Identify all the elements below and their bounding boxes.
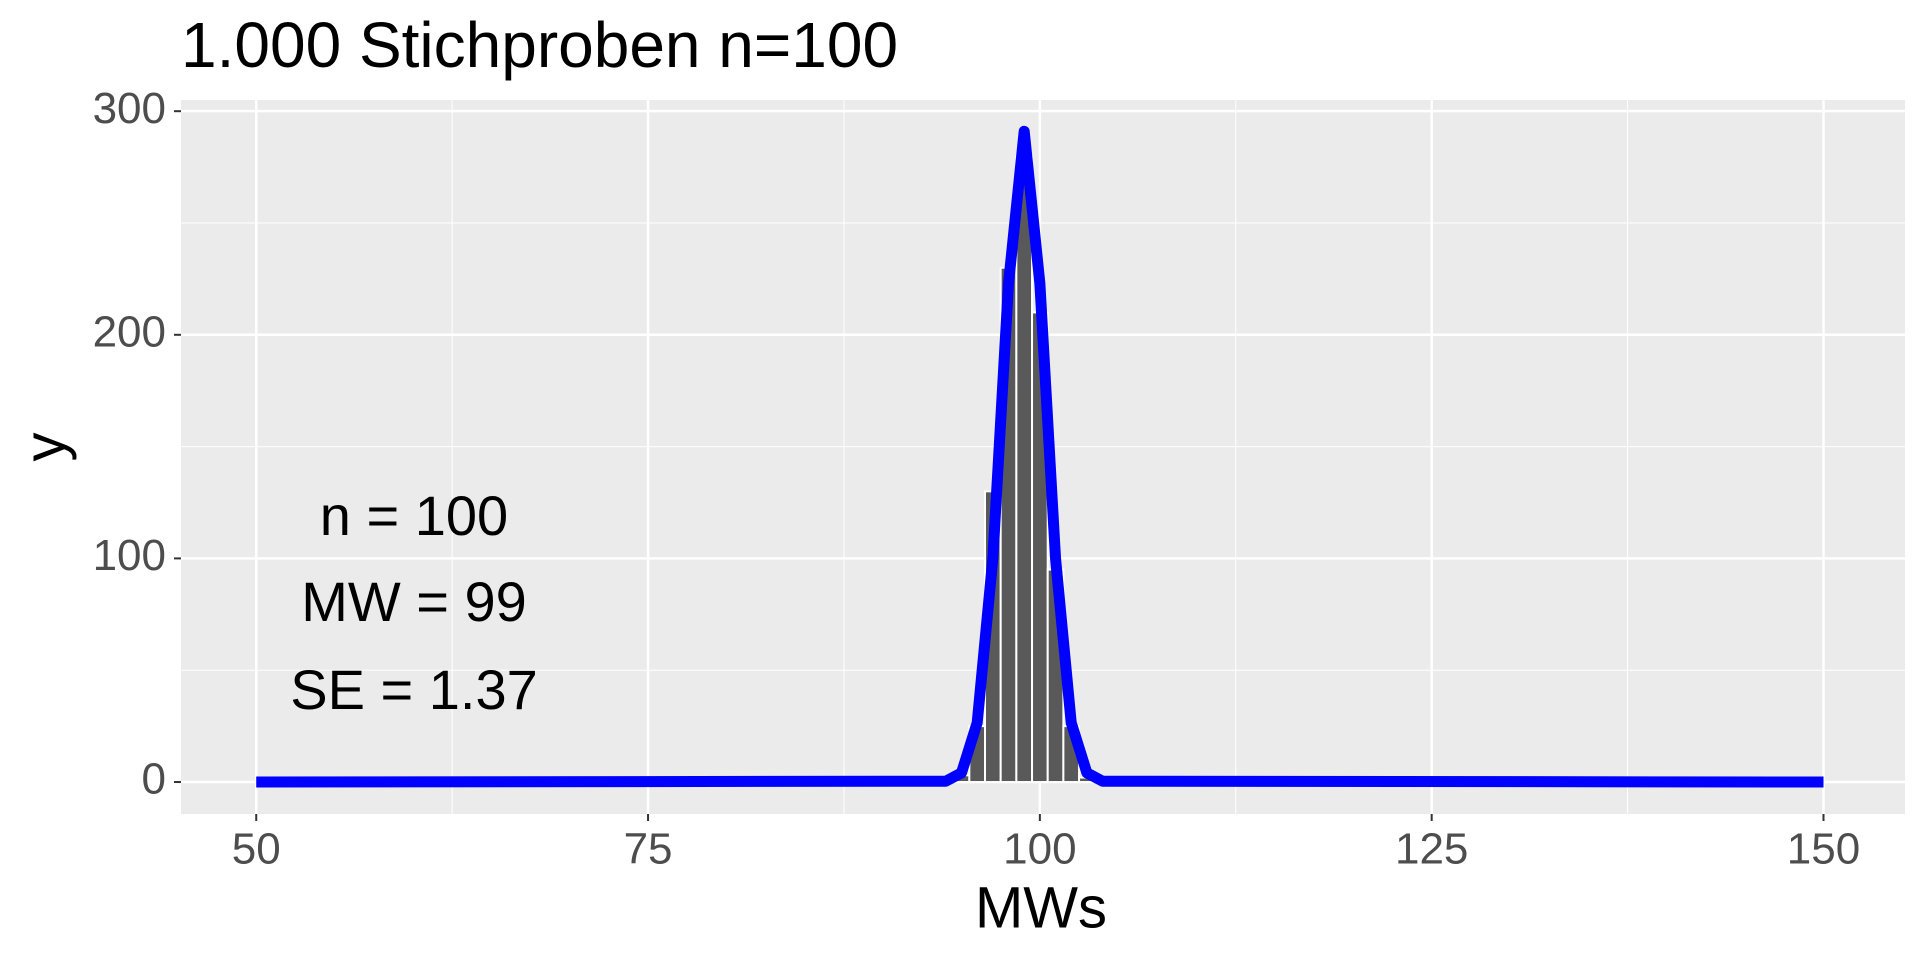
x-tick-label: 75 [624,825,673,874]
y-tick-label: 300 [93,84,166,133]
y-tick-label: 100 [93,531,166,580]
x-tick-label: 150 [1787,825,1860,874]
bar [1015,154,1034,784]
curve-line [256,125,1824,788]
y-tick-label: 0 [142,755,166,804]
y-tick-label: 200 [93,307,166,356]
annotation: n = 100 [320,484,508,547]
x-tick-label: 125 [1395,825,1468,874]
annotation: MW = 99 [301,570,527,633]
x-tick-label: 100 [1003,825,1076,874]
x-tick-label: 50 [232,825,281,874]
x-axis-title: MWs [975,875,1107,940]
y-axis-title: y [12,433,77,462]
chart-title: 1.000 Stichproben n=100 [181,9,898,81]
annotation: SE = 1.37 [290,658,538,721]
